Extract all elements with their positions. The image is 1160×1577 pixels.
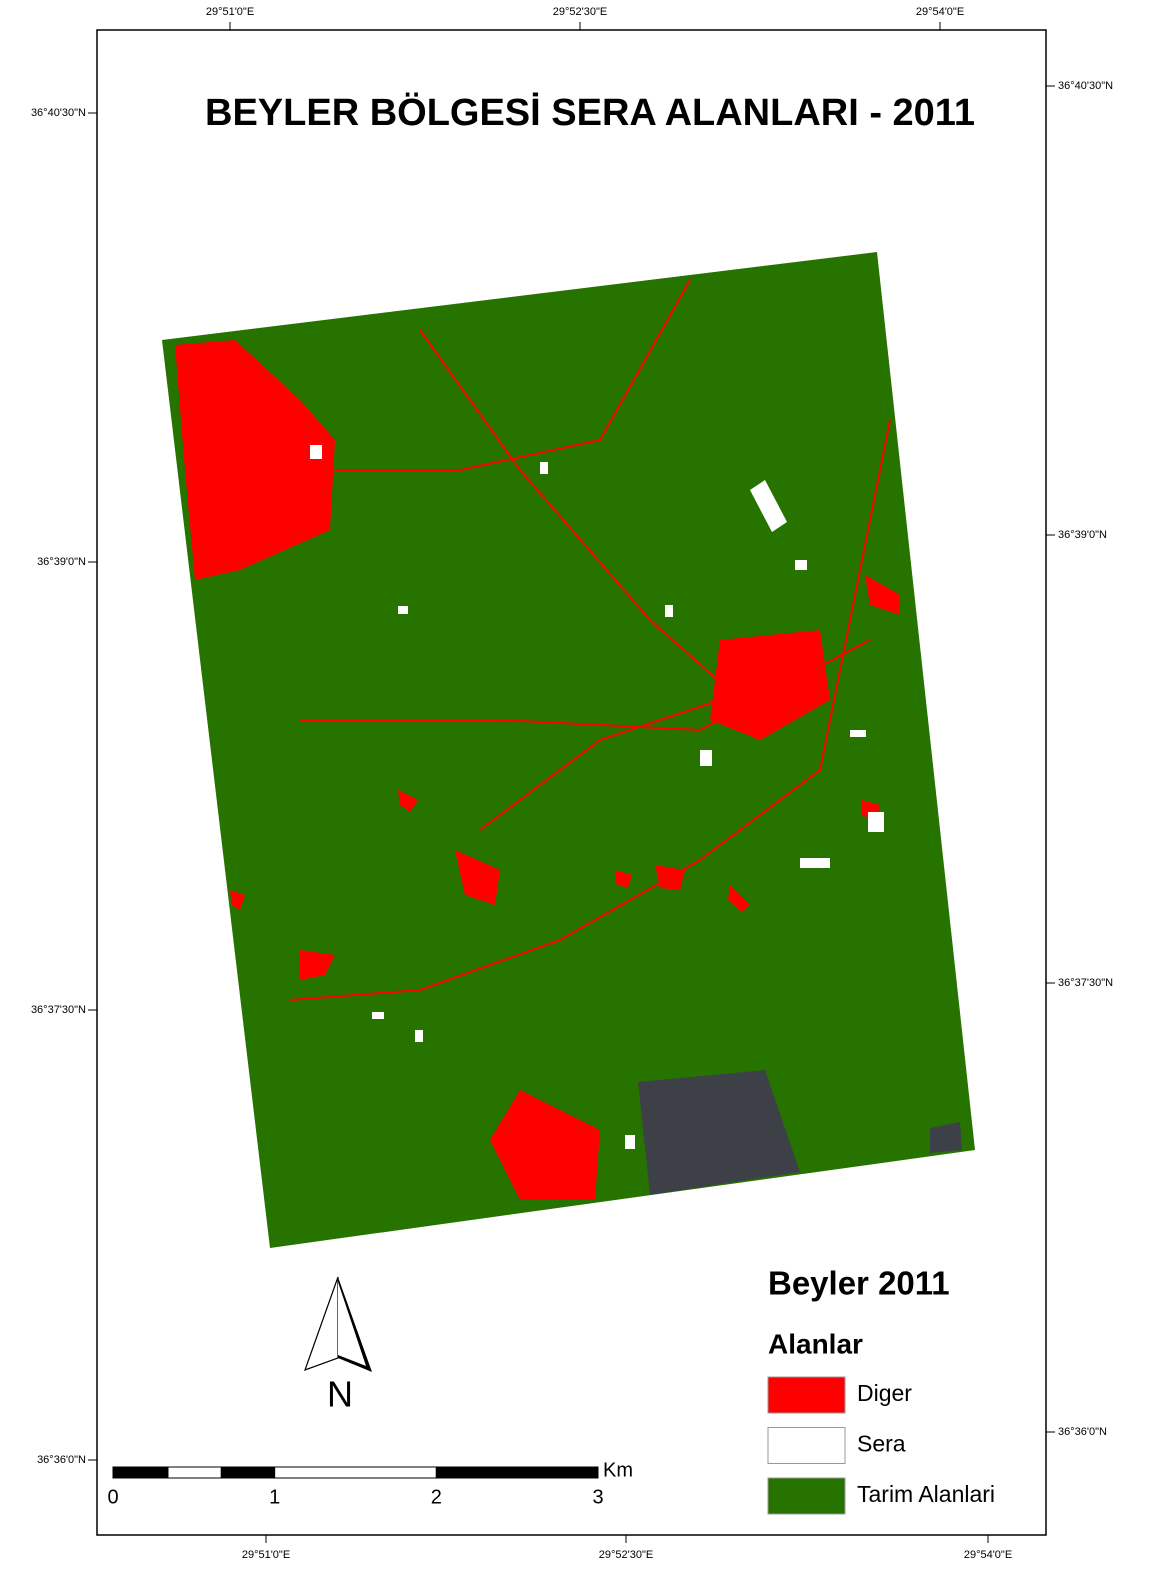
scale-segment [274, 1466, 437, 1479]
coord-label: 36°37'30"N [1058, 977, 1113, 989]
greenhouse [415, 1030, 423, 1042]
patch [490, 1090, 600, 1200]
road [300, 639, 871, 732]
patch [230, 890, 245, 910]
legend-swatch [767, 1477, 846, 1515]
scale-label: 3 [592, 1486, 603, 1508]
greenhouse [750, 480, 787, 532]
coord-label: 29°51'0"E [242, 1549, 290, 1561]
legend-label: Diger [857, 1380, 912, 1406]
coord-label: 29°51'0"E [206, 6, 254, 18]
scale-label: 2 [431, 1486, 442, 1508]
roads [289, 279, 891, 1001]
coord-label: 36°37'30"N [31, 1004, 86, 1016]
road [289, 419, 891, 1001]
coord-label: 29°52'30"E [553, 6, 607, 18]
legend-title: Beyler 2011 [768, 1265, 950, 1302]
north-arrow-inner [338, 1282, 366, 1366]
greenhouses [310, 445, 884, 1149]
legend-swatch [767, 1376, 846, 1414]
satellite-patch [638, 1070, 800, 1195]
greenhouse [868, 812, 884, 832]
scale-label: 1 [269, 1486, 280, 1508]
coord-label: 36°39'0"N [37, 556, 86, 568]
coord-label: 36°36'0"N [37, 1454, 86, 1466]
legend: Beyler 2011 Alanlar Diger Sera Tarim Alanl… [767, 1265, 995, 1515]
map-area [162, 252, 975, 1248]
greenhouse [398, 606, 408, 614]
coord-label: 36°36'0"N [1058, 1426, 1107, 1438]
north-arrow: N [304, 1276, 372, 1415]
coord-label: 29°52'30"E [599, 1549, 653, 1561]
patch [398, 790, 418, 812]
greenhouse [850, 730, 866, 737]
scale-segment [435, 1466, 599, 1479]
legend-swatch [767, 1427, 846, 1464]
legend-label: Tarim Alanlari [857, 1481, 995, 1507]
greenhouse [700, 750, 712, 766]
patch [300, 950, 335, 980]
scale-label: 0 [107, 1486, 118, 1508]
patch [615, 870, 632, 888]
greenhouse [795, 560, 807, 570]
patch [175, 340, 335, 580]
other-areas [175, 340, 900, 1200]
greenhouse [625, 1135, 635, 1149]
greenhouse [800, 858, 830, 868]
satellite-patch [930, 1122, 962, 1153]
patch [455, 850, 500, 905]
road [419, 329, 741, 701]
road [479, 699, 721, 831]
patch [728, 885, 750, 912]
patch [865, 575, 900, 615]
greenhouse [665, 605, 673, 617]
coord-label: 36°40'30"N [31, 107, 86, 119]
coord-label: 29°54'0"E [964, 1549, 1012, 1561]
legend-subtitle: Alanlar [768, 1328, 863, 1359]
scale-segment [112, 1466, 169, 1479]
scale-unit: Km [603, 1459, 633, 1481]
greenhouse [540, 462, 548, 474]
greenhouse [310, 445, 322, 459]
coord-label: 36°39'0"N [1058, 529, 1107, 541]
greenhouse [372, 1012, 384, 1019]
scale-segment [167, 1466, 222, 1479]
road [330, 279, 691, 471]
scale-bar: 0 1 2 3Km [107, 1459, 633, 1508]
graticule: 29°51'0"E 29°52'30"E 29°54'0"E 29°51'0"E 29°… [31, 6, 1113, 1561]
map-title: BEYLER BÖLGESİ SERA ALANLARI - 2011 [205, 91, 975, 134]
patch [710, 630, 830, 740]
coord-label: 29°54'0"E [916, 6, 964, 18]
legend-label: Sera [857, 1431, 906, 1457]
coord-label: 36°40'30"N [1058, 80, 1113, 92]
scale-segment [220, 1466, 276, 1479]
north-label: N [327, 1374, 353, 1415]
